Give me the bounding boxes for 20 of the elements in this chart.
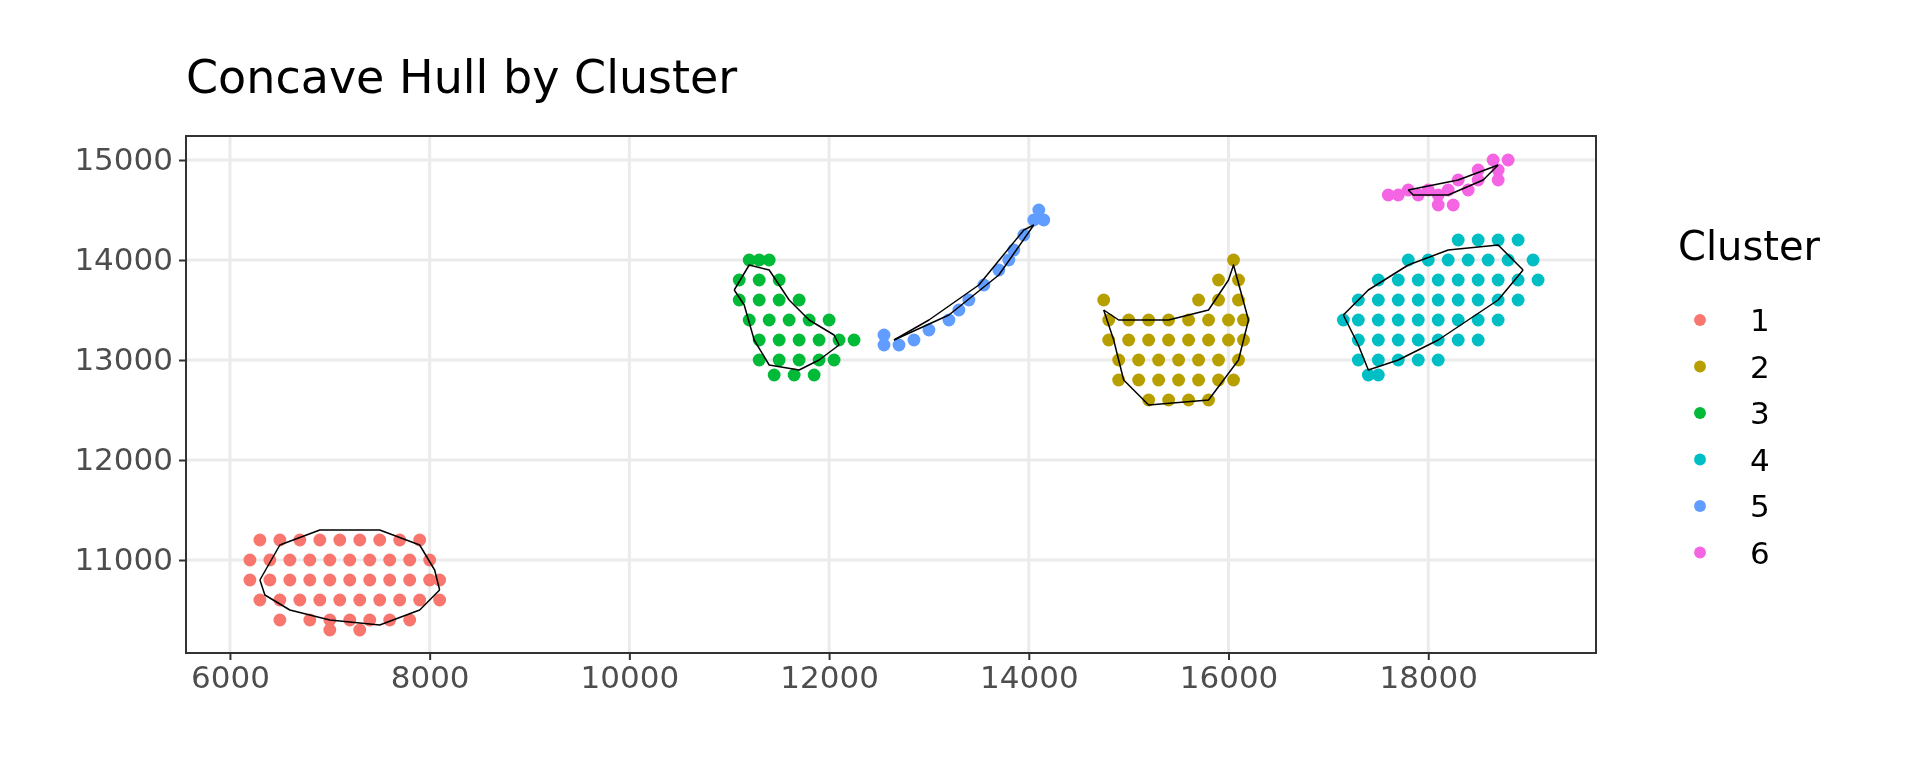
- legend-label: 4: [1750, 441, 1770, 478]
- y-tick-label: 15000: [74, 141, 173, 178]
- y-tick-label: 14000: [74, 241, 173, 278]
- x-tick-label: 14000: [979, 659, 1079, 696]
- chart-title: Concave Hull by Cluster: [186, 50, 738, 104]
- y-tick-label: 13000: [74, 341, 173, 378]
- legend-label: 5: [1750, 488, 1770, 524]
- legend-label: 3: [1750, 395, 1770, 431]
- legend-title: Cluster: [1678, 223, 1821, 269]
- y-tick-label: 11000: [74, 541, 173, 578]
- legend-label: 2: [1750, 348, 1770, 385]
- x-tick-label: 6000: [190, 659, 270, 696]
- x-tick-label: 16000: [1179, 659, 1279, 696]
- legend-label: 1: [1750, 302, 1770, 338]
- x-tick-label: 8000: [390, 659, 470, 696]
- legend-label: 6: [1750, 534, 1770, 571]
- x-tick-label: 10000: [580, 659, 680, 696]
- x-tick-label: 18000: [1379, 659, 1479, 696]
- y-tick-label: 12000: [74, 441, 173, 478]
- x-tick-label: 12000: [780, 659, 879, 696]
